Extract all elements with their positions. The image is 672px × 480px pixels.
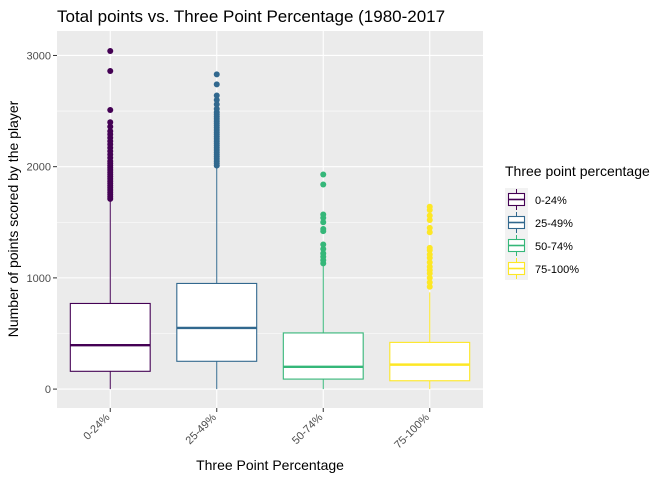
box-iqr — [176, 282, 258, 362]
outlier-point — [426, 212, 433, 219]
outlier-point — [426, 251, 433, 258]
outlier-point — [213, 105, 220, 112]
x-tick-label: 0-24% — [81, 411, 112, 442]
outlier-point — [426, 259, 433, 266]
outlier-point — [426, 244, 433, 251]
outlier-point — [320, 219, 327, 226]
outlier-point — [107, 123, 114, 130]
outlier-point — [320, 211, 327, 218]
outlier-point — [107, 119, 114, 126]
outlier-point — [320, 241, 327, 248]
outlier-point — [426, 203, 433, 210]
outlier-point — [107, 48, 114, 55]
outlier-point — [107, 128, 114, 135]
outlier-point — [426, 274, 433, 281]
legend: Three point percentage 0-24% 25-49% 50-74%… — [505, 163, 650, 280]
legend-keys: 0-24% 25-49% 50-74% 75-100% — [505, 188, 579, 280]
legend-label: 50-74% — [535, 241, 573, 253]
box-25-49% — [176, 71, 258, 390]
box-iqr — [389, 341, 471, 382]
y-tick-label: 3000 — [27, 50, 51, 62]
x-tick-label: 75-100% — [392, 411, 432, 451]
outlier-point — [320, 181, 327, 188]
outlier-point — [213, 81, 220, 88]
y-axis: 0 1000 2000 3000 — [27, 50, 57, 396]
legend-key-0-24%: 0-24% — [505, 188, 567, 211]
outlier-point — [213, 96, 220, 103]
boxes-layer — [69, 48, 471, 390]
box-50-74% — [282, 171, 364, 390]
y-tick-label: 1000 — [27, 273, 51, 285]
x-tick-label: 50-74% — [290, 411, 325, 446]
outlier-point — [426, 283, 433, 290]
y-axis-title: Number of points scored by the player — [5, 100, 21, 337]
legend-key-25-49%: 25-49% — [505, 211, 573, 234]
y-tick-label: 2000 — [27, 162, 51, 174]
outlier-point — [426, 224, 433, 231]
outlier-point — [320, 245, 327, 252]
outlier-point — [426, 229, 433, 236]
box-0-24% — [69, 48, 151, 390]
y-tick-label: 0 — [45, 384, 51, 396]
outlier-point — [213, 71, 220, 78]
outlier-point — [213, 92, 220, 99]
legend-label: 25-49% — [535, 218, 573, 230]
box-iqr — [282, 332, 364, 380]
legend-label: 0-24% — [535, 195, 567, 207]
outlier-point — [107, 106, 114, 113]
box-75-100% — [389, 203, 471, 390]
x-axis: 0-24% 25-49% 50-74% 75-100% — [81, 408, 432, 451]
x-axis-title: Three Point Percentage — [196, 457, 344, 473]
outlier-point — [107, 68, 114, 75]
legend-title: Three point percentage — [505, 163, 650, 179]
x-tick-label: 25-49% — [184, 411, 219, 446]
outlier-point — [320, 171, 327, 178]
box-iqr — [69, 302, 151, 372]
legend-label: 75-100% — [535, 264, 579, 276]
outlier-point — [426, 279, 433, 286]
chart-title: Total points vs. Three Point Percentage … — [57, 7, 445, 26]
outlier-point — [320, 225, 327, 232]
outlier-point — [426, 263, 433, 270]
legend-key-75-100%: 75-100% — [505, 257, 579, 280]
legend-key-50-74%: 50-74% — [505, 234, 573, 257]
outlier-point — [213, 101, 220, 108]
outlier-point — [426, 217, 433, 224]
outlier-point — [320, 250, 327, 257]
